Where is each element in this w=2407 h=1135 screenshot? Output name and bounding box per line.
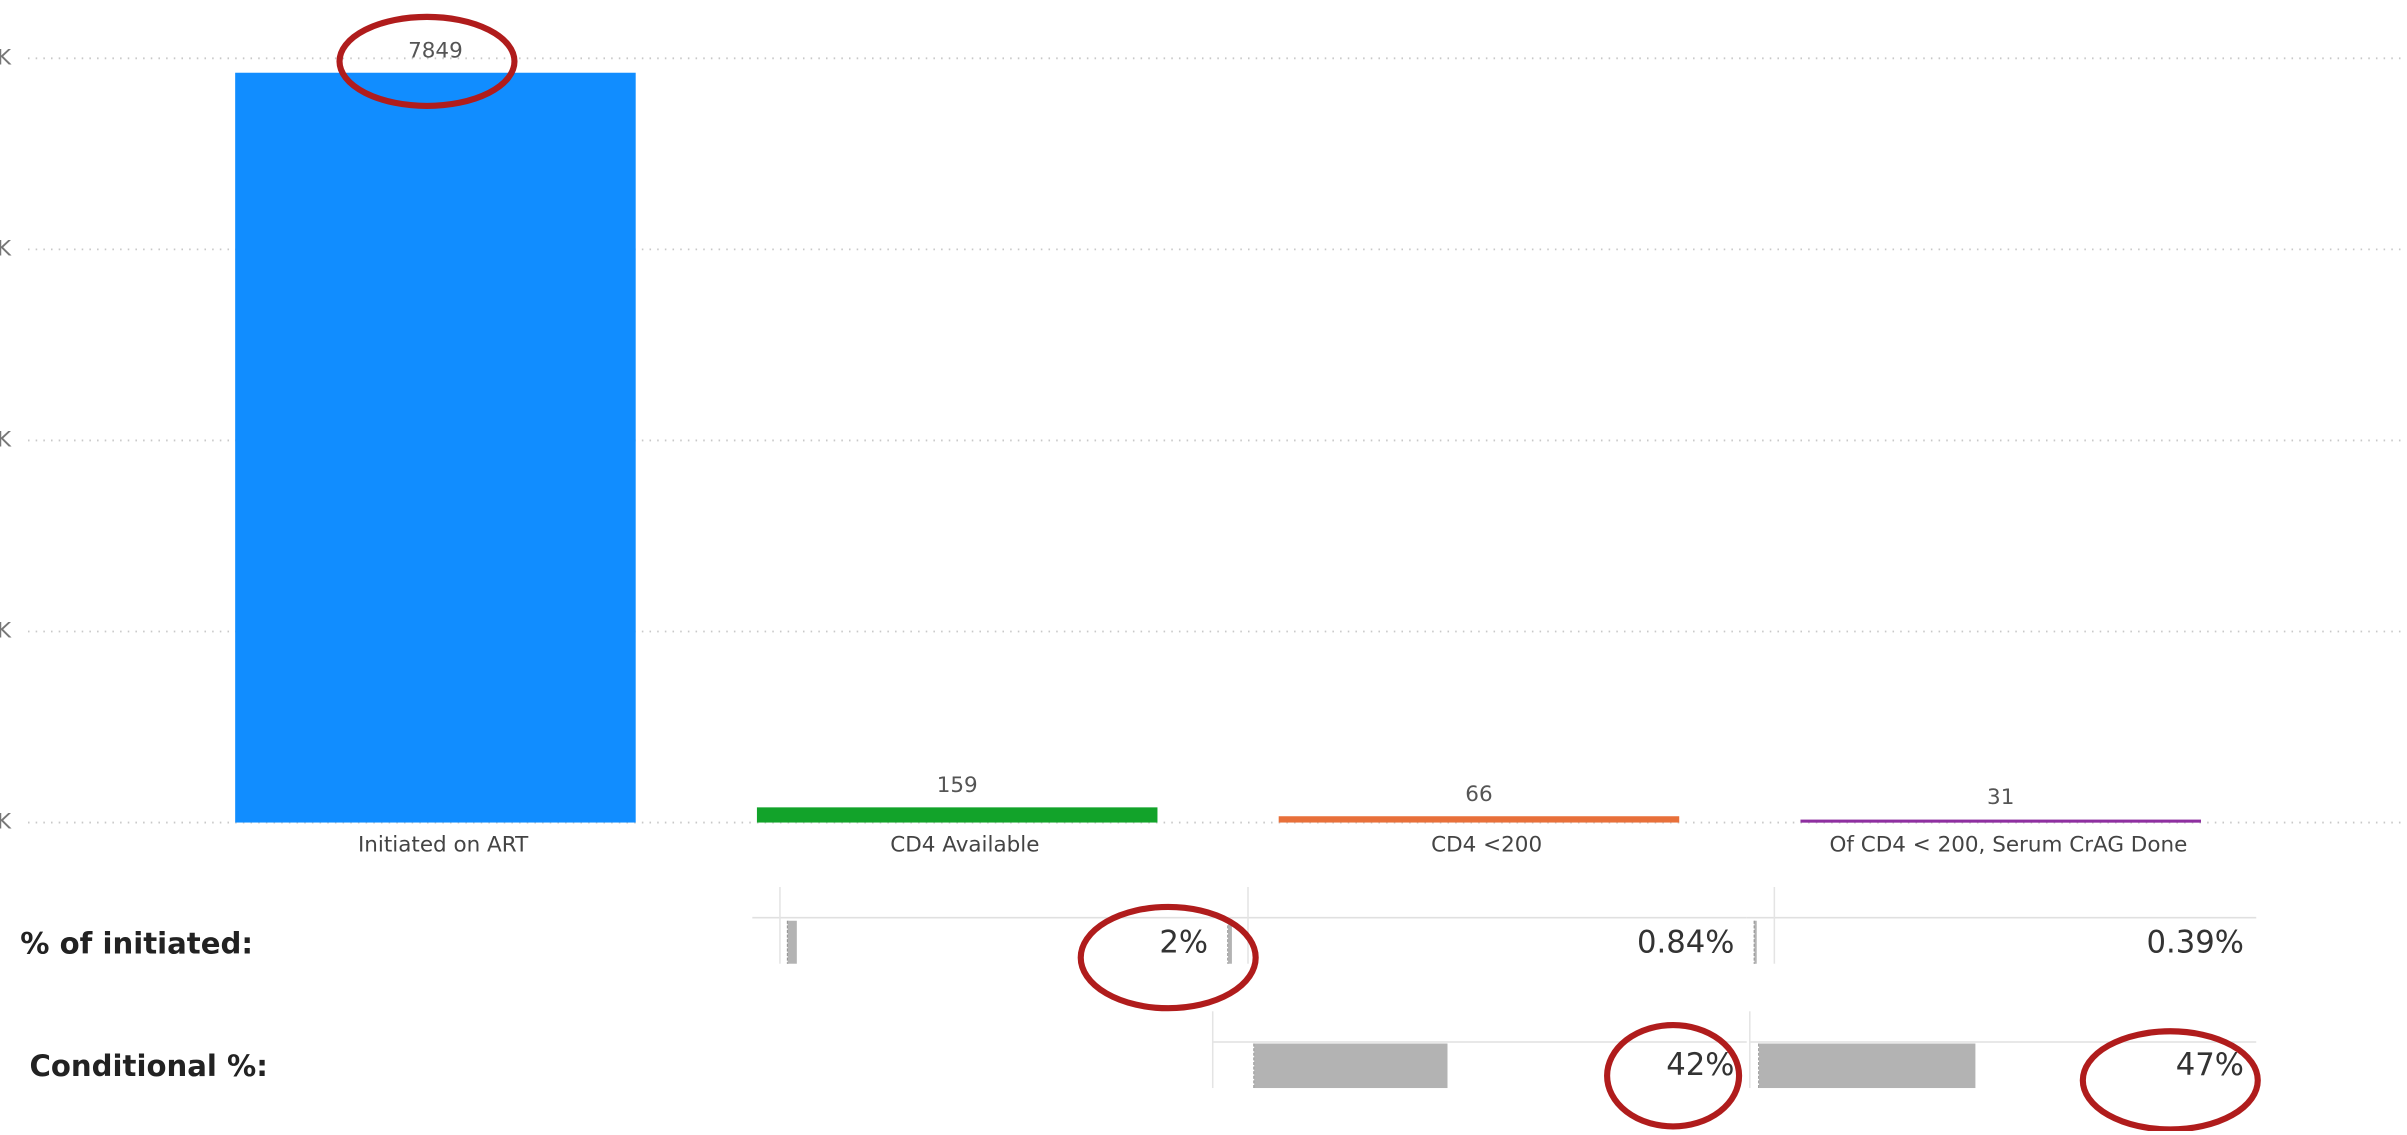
x-tick-label: Of CD4 < 200, Serum CrAG Done: [1829, 833, 2187, 858]
x-tick-label: CD4 <200: [1431, 833, 1542, 858]
percent-bar: [787, 920, 797, 964]
data-label: 7849: [408, 38, 463, 63]
y-tick-label: 4K: [0, 427, 12, 452]
percent-label: 2%: [1159, 925, 1208, 960]
y-tick-label: 0K: [0, 810, 12, 835]
bar: [1278, 816, 1680, 823]
highlight-ellipse: [2079, 1028, 2261, 1133]
percent-label: 0.84%: [1637, 925, 1735, 960]
row-label: Conditional %:: [30, 1049, 268, 1083]
percent-bar: [1254, 1043, 1448, 1089]
percent-bar: [1754, 920, 1757, 964]
bar: [756, 807, 1158, 823]
bar: [235, 72, 636, 823]
percent-bar: [1228, 920, 1232, 964]
y-tick-label: 8K: [0, 45, 12, 70]
x-tick-label: CD4 Available: [890, 833, 1039, 858]
data-label: 31: [1987, 785, 2014, 810]
annotations: [336, 13, 2261, 1133]
y-tick-label: 6K: [0, 236, 12, 261]
x-tick-label: Initiated on ART: [358, 833, 529, 858]
y-tick-label: 2K: [0, 618, 12, 643]
highlight-ellipse: [336, 13, 518, 109]
data-label: 159: [937, 773, 978, 798]
data-label: 66: [1465, 782, 1492, 807]
bar: [1800, 819, 2201, 823]
percent-bar: [1759, 1043, 1976, 1089]
percent-label: 42%: [1666, 1048, 1734, 1083]
percent-label: 0.39%: [2146, 925, 2243, 960]
row-label: % of initiated:: [20, 926, 253, 960]
highlight-ellipse: [1604, 1022, 1743, 1130]
highlight-ellipse: [1077, 903, 1259, 1012]
percent-label: 47%: [2176, 1048, 2244, 1083]
